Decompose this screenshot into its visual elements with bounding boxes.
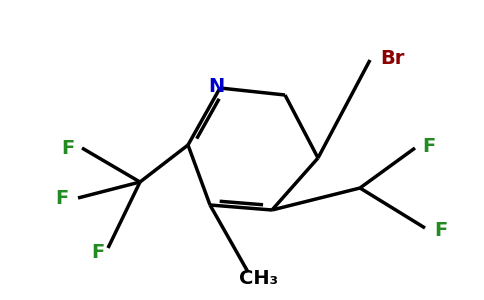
Text: F: F [91,242,105,262]
Text: F: F [55,188,69,208]
Text: F: F [434,220,448,239]
Text: Br: Br [380,49,404,68]
Text: F: F [423,136,436,155]
Text: N: N [208,76,224,95]
Text: CH₃: CH₃ [239,268,277,287]
Text: F: F [61,139,75,158]
